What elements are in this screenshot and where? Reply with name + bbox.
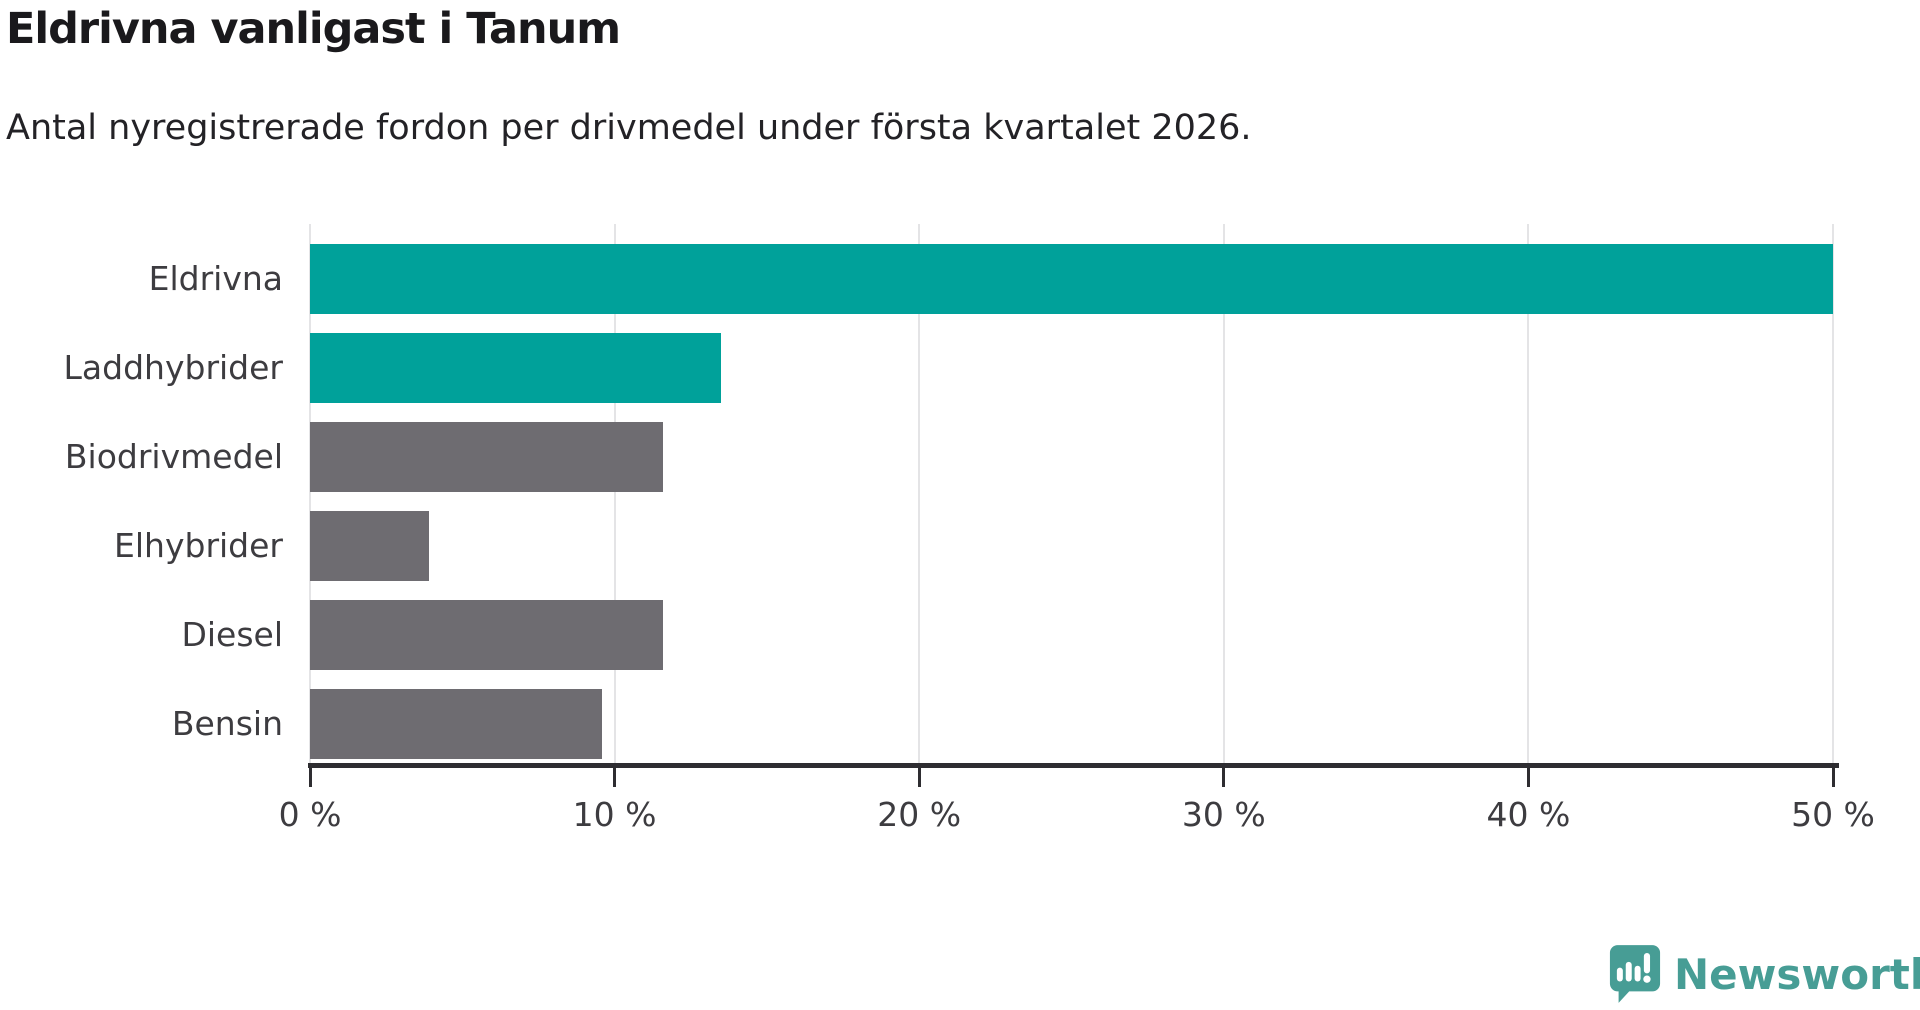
grid-line [1222,224,1225,763]
category-label: Diesel [181,615,283,654]
axis-tick [1526,768,1530,787]
grid-line [1832,224,1834,763]
grid-line [918,224,921,763]
axis-tick [917,768,921,787]
x-axis-line [308,763,1839,768]
tick-label: 0 % [278,795,342,834]
newsworthy-logo-icon [1608,944,1662,1004]
grid-line [1527,224,1530,763]
bar [310,511,429,581]
bar [310,600,664,670]
bar [310,689,603,759]
tick-label: 50 % [1791,795,1875,834]
axis-tick [1831,768,1835,787]
tick-label: 40 % [1486,795,1571,834]
tick-label: 20 % [877,795,962,834]
brand-footer: Newsworthy [1608,944,1920,1004]
brand-name: Newsworthy [1674,949,1920,999]
category-label: Elhybrider [114,526,283,565]
grid-line [613,224,616,763]
category-label: Laddhybrider [63,348,283,387]
axis-tick [613,768,617,787]
bar [310,333,722,403]
grid-line [309,224,311,763]
bar [310,422,664,492]
category-label: Bensin [171,704,283,743]
axis-tick [308,768,312,787]
category-label: Biodrivmedel [64,437,283,476]
axis-tick [1222,768,1226,787]
bar [310,244,1833,314]
page-title: Eldrivna vanligast i Tanum [6,4,621,54]
category-label: Eldrivna [148,259,283,298]
page-subtitle: Antal nyregistrerade fordon per drivmede… [6,108,1252,148]
tick-label: 10 % [572,795,657,834]
tick-label: 30 % [1181,795,1266,834]
